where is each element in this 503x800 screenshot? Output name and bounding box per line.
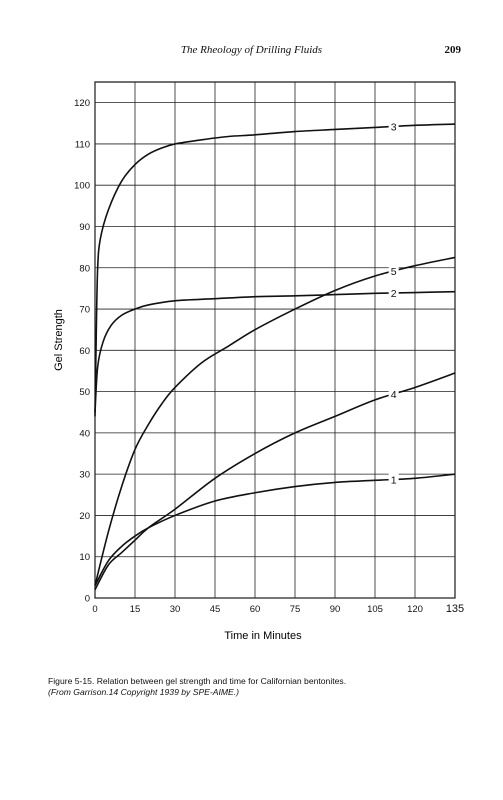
series-line-2 (94, 290, 456, 413)
caption-line-1: Figure 5-15. Relation between gel streng… (48, 676, 347, 686)
series-label-bg-3 (388, 120, 399, 133)
y-tick-label-50: 50 (79, 387, 90, 398)
gel-strength-chart: 0 15 30 45 60 75 90 105 120 135010203040506070809… (53, 81, 464, 642)
y-tick-label-80: 80 (79, 263, 90, 274)
y-tick-label-120: 120 (74, 98, 90, 109)
y-tick-label-20: 20 (79, 511, 90, 522)
series-group: 3 5 2 4 1 (94, 120, 456, 591)
plot-frame (94, 81, 456, 599)
series-label-1: 1 (391, 474, 397, 486)
y-tick-label-40: 40 (79, 428, 90, 439)
series-label-bg-2 (388, 286, 399, 299)
x-axis-label: Time in Minutes (224, 630, 302, 642)
y-tick-label-90: 90 (79, 222, 90, 233)
page-number: 209 (444, 44, 462, 56)
series-label-bg-5 (388, 265, 399, 278)
x-tick-label-90: 90 (330, 604, 341, 615)
series-label-4: 4 (391, 389, 397, 401)
series-label-2: 2 (391, 288, 397, 300)
grid (94, 82, 456, 599)
series-label-bg-4 (388, 388, 399, 401)
x-tick-label-120: 120 (407, 604, 423, 615)
y-tick-label-100: 100 (74, 181, 90, 192)
page-header-title: The Rheology of Drilling Fluids (180, 44, 323, 56)
y-tick-label-10: 10 (79, 552, 90, 563)
y-tick-label-0: 0 (85, 594, 90, 605)
tick-labels: 0 15 30 45 60 75 90 105 120 135010203040506070809… (74, 98, 464, 615)
series-label-3: 3 (391, 121, 397, 133)
x-tick-label-75: 75 (290, 604, 301, 615)
y-tick-label-70: 70 (79, 305, 90, 316)
y-tick-label-60: 60 (79, 346, 90, 357)
series-line-5 (94, 256, 456, 586)
x-tick-label-0: 0 (92, 604, 97, 615)
x-tick-label-30: 30 (170, 604, 181, 615)
x-tick-label-135: 135 (446, 603, 464, 615)
y-tick-label-110: 110 (75, 139, 90, 150)
x-tick-label-60: 60 (250, 604, 261, 615)
y-tick-label-30: 30 (79, 470, 90, 481)
x-tick-label-15: 15 (130, 604, 141, 615)
figure-caption: Figure 5-15. Relation between gel streng… (48, 676, 478, 698)
series-line-4 (94, 372, 456, 591)
caption-line-2: (From Garrison.14 Copyright 1939 by SPE-… (48, 687, 240, 697)
y-axis-label: Gel Strength (53, 309, 65, 371)
series-label-5: 5 (391, 266, 397, 278)
x-tick-label-45: 45 (210, 604, 221, 615)
x-tick-label-105: 105 (367, 604, 383, 615)
series-label-bg-1 (388, 473, 399, 486)
series-line-3 (94, 123, 456, 417)
series-line-1 (94, 473, 456, 586)
